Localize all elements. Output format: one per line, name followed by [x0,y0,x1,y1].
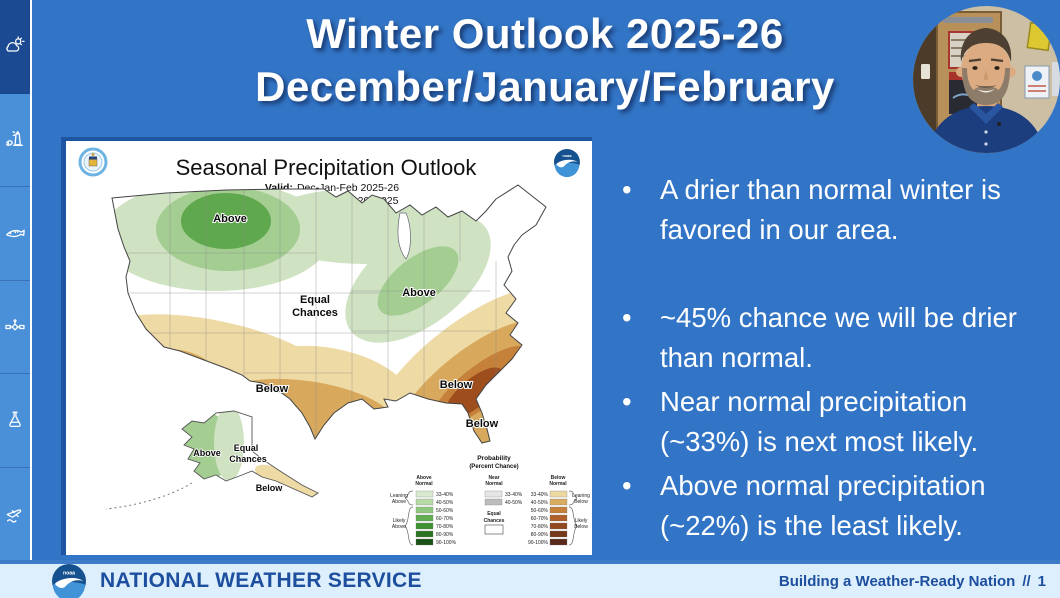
label-ak-equal-1: Equal [234,443,259,453]
svg-text:Below: Below [574,499,588,505]
probability-legend: Probability (Percent Chance) Above Norma… [390,455,590,546]
label-below-fl: Below [466,418,499,430]
bullet-marker: • [622,174,632,205]
svg-text:33-40%: 33-40% [531,492,549,498]
svg-text:40-50%: 40-50% [531,500,549,506]
lighthouse-wave-icon [6,130,23,146]
label-equal-1: Equal [300,294,330,306]
svg-text:80-90%: 80-90% [436,532,454,538]
lake-michigan [397,212,411,260]
svg-text:Probability: Probability [477,455,511,462]
bullet-marker: • [622,302,632,333]
svg-text:50-60%: 50-60% [531,508,549,514]
svg-text:70-80%: 70-80% [531,524,549,530]
app-sidebar [0,0,32,560]
outlook-map-svg: Seasonal Precipitation Outlook Valid: Dec… [78,147,590,546]
bullet-item-4: • Above normal precipitation (~22%) is t… [622,466,1030,546]
svg-text:40-50%: 40-50% [436,500,454,506]
doc-seal-logo [78,147,108,177]
svg-text:33-40%: 33-40% [436,492,454,498]
svg-text:80-90%: 80-90% [531,532,549,538]
bullet-marker: • [622,386,632,417]
sidebar-item-coastal[interactable] [0,94,30,187]
svg-text:Normal: Normal [415,481,433,487]
svg-text:50-60%: 50-60% [436,508,454,514]
svg-text:90-100%: 90-100% [528,540,549,546]
label-equal-2: Chances [292,307,338,319]
aleutian-islands [105,482,193,510]
svg-text:Equal: Equal [487,511,501,517]
bullet-marker: • [622,470,632,501]
svg-text:Likely: Likely [393,518,406,524]
svg-text:Leaning: Leaning [390,493,408,499]
bullet-text: A drier than normal winter is favored in… [660,174,1001,245]
sidebar-item-aviation[interactable] [0,468,30,561]
label-below-tx: Below [256,383,289,395]
footer-tagline-block: Building a Weather-Ready Nation // 1 [779,564,1046,598]
map-title: Seasonal Precipitation Outlook [176,155,478,180]
satellite-icon [5,318,25,331]
bullet-text: Above normal precipitation (~22%) is the… [660,470,986,541]
svg-text:(Percent Chance): (Percent Chance) [469,464,518,470]
noaa-logo-map [554,149,580,178]
svg-text:Normal: Normal [485,481,503,487]
presenter-webcam[interactable] [913,6,1060,153]
recon-aircraft-icon [6,509,22,523]
alaska-outlook-shading [182,411,318,497]
label-above-nw: Above [213,213,247,225]
svg-text:Below: Below [551,475,566,481]
slide-title-line1: Winter Outlook 2025-26 [306,10,784,57]
weather-sun-cloud-icon [6,36,25,52]
svg-text:Near: Near [488,475,499,481]
svg-text:Above: Above [416,475,432,481]
bullet-item-3: • Near normal precipitation (~33%) is ne… [622,382,1030,462]
footer-separator: // [1022,572,1031,590]
noaa-logo-footer [52,564,86,598]
footer-tagline: Building a Weather-Ready Nation [778,572,1016,590]
bullet-text: Near normal precipitation (~33%) is next… [660,386,979,457]
svg-text:Above: Above [392,524,406,530]
svg-text:Leaning: Leaning [572,493,590,499]
label-ak-above: Above [193,448,221,458]
bullet-item-1: • A drier than normal winter is favored … [622,170,1030,250]
svg-text:70-80%: 70-80% [436,524,454,530]
sidebar-item-satellite[interactable] [0,281,30,374]
sidebar-item-research[interactable] [0,374,30,468]
slide-title: Winter Outlook 2025-26 December/January/… [160,8,930,113]
svg-text:40-50%: 40-50% [505,500,523,506]
slide-footer: NATIONAL WEATHER SERVICE Building a Weat… [0,560,1060,598]
footer-page-number: 1 [1037,572,1046,590]
svg-text:60-70%: 60-70% [531,516,549,522]
bullet-item-2: • ~45% chance we will be drier than norm… [622,298,1030,378]
svg-text:33-40%: 33-40% [505,492,523,498]
precipitation-outlook-map: Seasonal Precipitation Outlook Valid: Dec… [61,137,592,555]
label-ak-below: Below [256,483,284,493]
fish-icon [6,229,25,238]
label-above-ohio: Above [402,287,436,299]
svg-text:Likely: Likely [575,518,588,524]
sidebar-item-fisheries[interactable] [0,187,30,281]
slide-title-line2: December/January/February [255,62,835,110]
svg-text:Above: Above [392,499,406,505]
svg-text:60-70%: 60-70% [436,516,454,522]
svg-text:90-100%: 90-100% [436,540,457,546]
slide-bullet-list: • A drier than normal winter is favored … [622,170,1030,546]
bullet-text: ~45% chance we will be drier than normal… [660,302,1017,373]
footer-org-name: NATIONAL WEATHER SERVICE [100,569,422,592]
presenter-illustration [913,6,1060,153]
label-ak-equal-2: Chances [229,454,267,464]
label-below-se: Below [440,379,473,391]
state-borders [112,189,497,441]
svg-text:Below: Below [574,524,588,530]
science-flask-icon [9,411,21,428]
svg-text:Chances: Chances [484,518,505,524]
svg-text:Normal: Normal [549,481,567,487]
sidebar-item-weather[interactable] [0,0,30,94]
